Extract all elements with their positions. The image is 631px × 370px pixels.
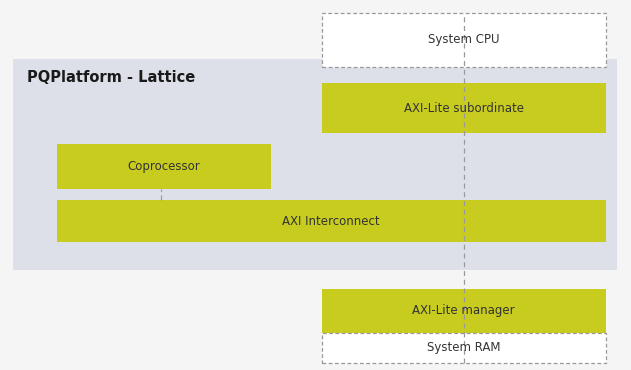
FancyBboxPatch shape — [322, 13, 606, 67]
Text: Coprocessor: Coprocessor — [127, 160, 201, 173]
FancyBboxPatch shape — [322, 83, 606, 133]
Text: AXI Interconnect: AXI Interconnect — [283, 215, 380, 228]
Text: System CPU: System CPU — [428, 33, 500, 46]
FancyBboxPatch shape — [322, 333, 606, 363]
FancyBboxPatch shape — [13, 59, 617, 270]
Text: AXI-Lite subordinate: AXI-Lite subordinate — [404, 102, 524, 115]
Text: AXI-Lite manager: AXI-Lite manager — [413, 304, 515, 317]
Text: System RAM: System RAM — [427, 341, 500, 354]
FancyBboxPatch shape — [57, 200, 606, 242]
FancyBboxPatch shape — [57, 144, 271, 189]
FancyBboxPatch shape — [322, 289, 606, 333]
Text: PQPlatform - Lattice: PQPlatform - Lattice — [27, 70, 195, 85]
